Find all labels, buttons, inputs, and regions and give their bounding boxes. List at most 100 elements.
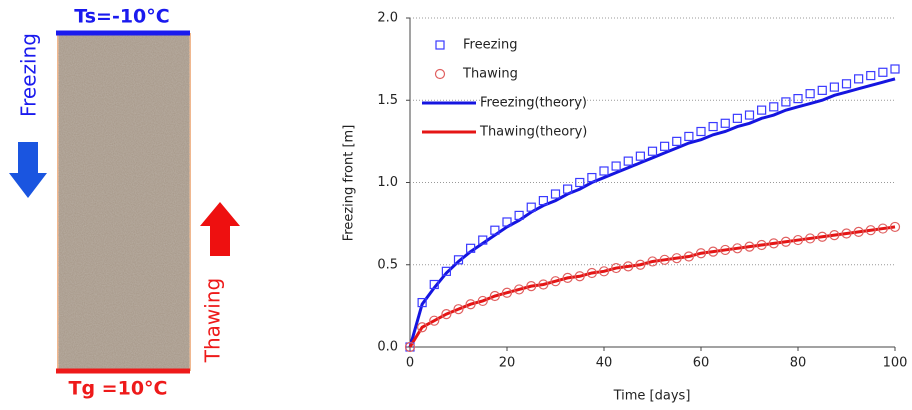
right-label: Thawing bbox=[201, 278, 225, 363]
data-point bbox=[780, 236, 791, 247]
data-point bbox=[889, 221, 901, 233]
legend-swatch bbox=[434, 68, 446, 80]
data-point bbox=[647, 256, 658, 267]
data-point bbox=[866, 70, 876, 81]
data-point bbox=[514, 284, 525, 295]
x-tick-label: 80 bbox=[790, 356, 807, 371]
soil-texture bbox=[58, 34, 190, 370]
data-point bbox=[695, 248, 707, 259]
data-point bbox=[587, 172, 597, 183]
data-point bbox=[611, 161, 621, 171]
data-point bbox=[757, 105, 767, 115]
data-point bbox=[501, 287, 513, 298]
data-point bbox=[805, 233, 816, 244]
data-point bbox=[793, 94, 803, 104]
data-point bbox=[598, 266, 610, 277]
x-tick-label: 40 bbox=[596, 356, 613, 371]
data-point bbox=[817, 231, 828, 242]
data-point bbox=[453, 304, 464, 315]
legend-label: Thawing(theory) bbox=[479, 125, 587, 140]
data-point bbox=[635, 151, 645, 161]
data-point bbox=[623, 156, 633, 166]
data-point bbox=[744, 241, 755, 252]
data-point bbox=[696, 126, 706, 137]
data-point bbox=[890, 64, 900, 74]
data-point bbox=[574, 271, 585, 282]
data-point bbox=[514, 210, 524, 220]
x-tick-label: 20 bbox=[499, 356, 516, 371]
data-point bbox=[465, 299, 476, 310]
y-tick-label: 1.0 bbox=[377, 175, 398, 190]
y-axis-label: Freezing front [m] bbox=[342, 125, 357, 242]
top-label: Ts=-10°C bbox=[74, 6, 169, 28]
data-point bbox=[502, 217, 512, 227]
y-tick-label: 1.5 bbox=[377, 93, 398, 108]
data-point bbox=[829, 82, 839, 92]
data-point bbox=[526, 202, 536, 212]
data-point bbox=[841, 228, 852, 239]
data-point bbox=[490, 225, 500, 235]
left-label: Freezing bbox=[17, 33, 41, 117]
data-point bbox=[526, 281, 537, 292]
data-point bbox=[538, 195, 548, 206]
data-point bbox=[441, 309, 452, 320]
data-point bbox=[441, 266, 451, 276]
data-point bbox=[877, 223, 888, 234]
data-point bbox=[853, 226, 864, 237]
data-point bbox=[477, 295, 488, 307]
legend-label: Freezing bbox=[463, 38, 518, 53]
data-point bbox=[586, 267, 597, 279]
data-point bbox=[720, 244, 731, 256]
up-arrow bbox=[200, 202, 240, 256]
data-point bbox=[466, 243, 476, 253]
legend-label: Thawing bbox=[462, 67, 518, 82]
series-line bbox=[408, 77, 896, 348]
y-tick-label: 0.5 bbox=[377, 257, 398, 272]
data-point bbox=[623, 261, 634, 272]
data-point bbox=[563, 184, 573, 194]
data-point bbox=[550, 189, 561, 199]
data-point bbox=[817, 85, 827, 95]
data-point bbox=[489, 290, 500, 302]
data-point bbox=[611, 262, 622, 274]
x-tick-label: 100 bbox=[883, 356, 908, 371]
data-point bbox=[660, 141, 670, 151]
x-tick-label: 0 bbox=[406, 356, 414, 371]
data-point bbox=[659, 254, 670, 265]
data-point bbox=[417, 322, 428, 333]
data-point bbox=[768, 238, 779, 249]
data-point bbox=[744, 110, 755, 120]
data-point bbox=[550, 276, 561, 287]
data-point bbox=[453, 255, 464, 265]
data-point bbox=[683, 251, 694, 262]
data-point bbox=[805, 89, 815, 99]
data-point bbox=[538, 279, 549, 290]
data-point bbox=[599, 166, 609, 176]
data-point bbox=[829, 230, 840, 241]
data-point bbox=[769, 102, 779, 112]
data-point bbox=[647, 146, 658, 156]
data-point bbox=[708, 121, 718, 132]
data-point bbox=[635, 259, 646, 270]
data-point bbox=[756, 239, 767, 251]
x-tick-label: 60 bbox=[693, 356, 710, 371]
data-point bbox=[720, 118, 730, 128]
x-axis-label: Time [days] bbox=[613, 389, 691, 404]
legend-label: Freezing(theory) bbox=[480, 96, 587, 111]
y-tick-label: 0.0 bbox=[377, 340, 398, 355]
data-point bbox=[575, 177, 585, 188]
data-point bbox=[478, 235, 488, 245]
data-point bbox=[781, 97, 791, 107]
data-point bbox=[708, 246, 719, 257]
data-point bbox=[841, 79, 852, 89]
down-arrow bbox=[9, 142, 47, 198]
data-point bbox=[404, 341, 416, 353]
data-point bbox=[429, 315, 440, 326]
y-tick-label: 2.0 bbox=[377, 11, 398, 26]
data-point bbox=[429, 279, 439, 290]
data-point bbox=[854, 74, 864, 84]
data-point bbox=[671, 253, 682, 264]
bottom-label: Tg =10°C bbox=[69, 378, 168, 400]
data-point bbox=[562, 272, 573, 284]
